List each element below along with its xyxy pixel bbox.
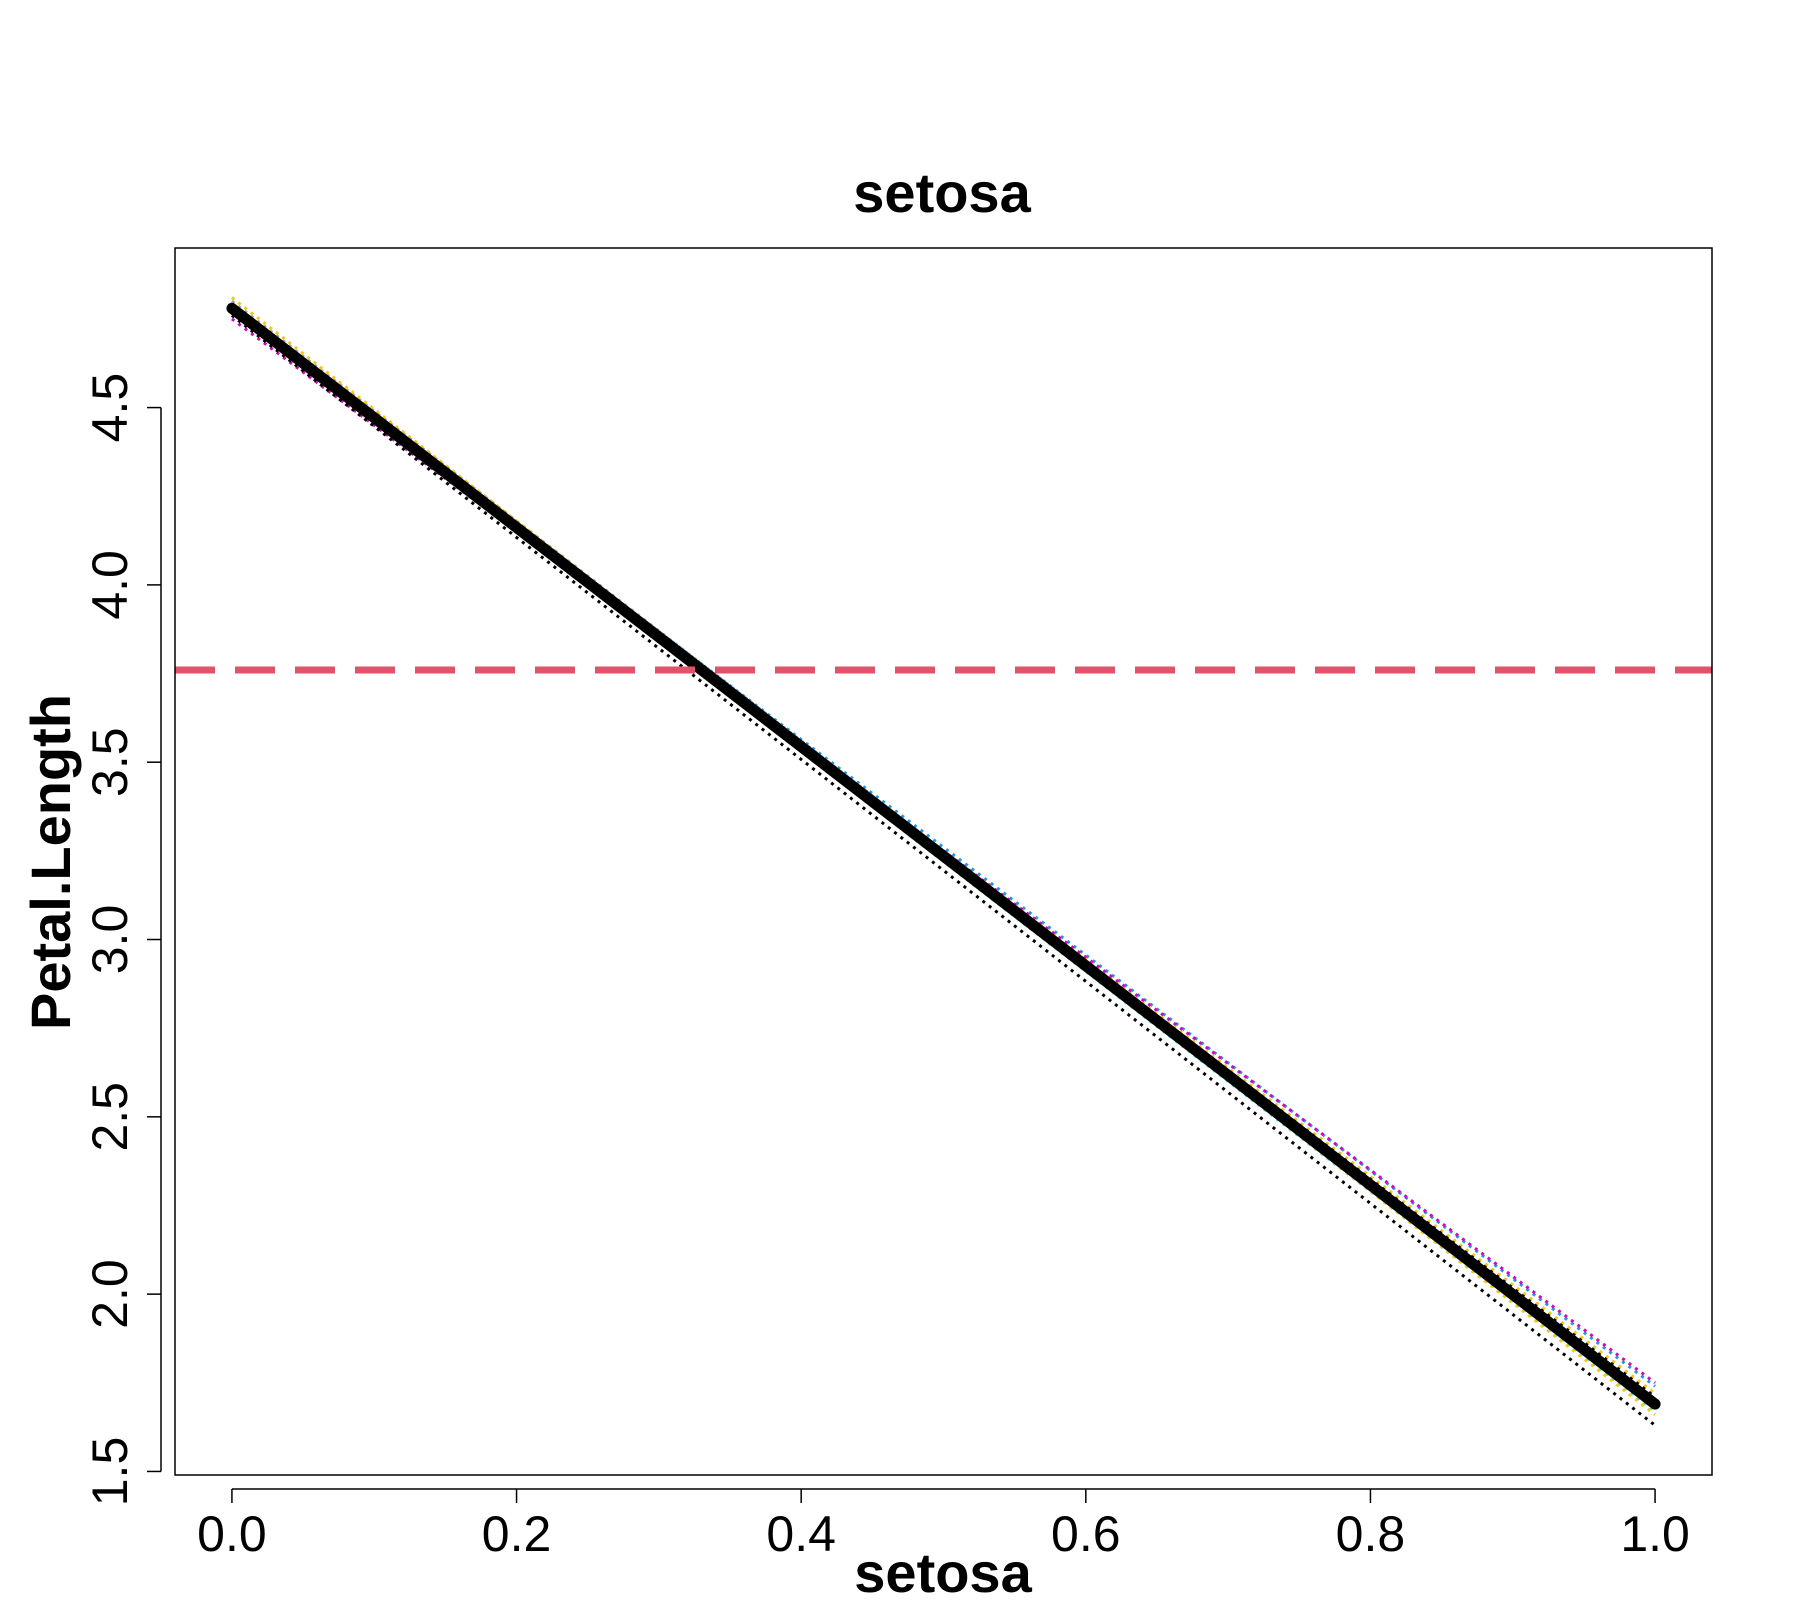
y-tick-label: 3.0	[82, 905, 138, 975]
x-tick-label: 0.6	[1051, 1506, 1121, 1562]
y-tick-label: 4.5	[82, 373, 138, 443]
x-tick-label: 0.8	[1336, 1506, 1406, 1562]
y-tick-label: 4.0	[82, 550, 138, 620]
y-tick-label: 2.0	[82, 1259, 138, 1329]
plot-frame	[174, 247, 1713, 1476]
x-tick-label: 0.0	[197, 1506, 267, 1562]
chart-title: setosa	[853, 161, 1031, 224]
x-tick-label: 0.4	[766, 1506, 836, 1562]
series-line-7	[230, 314, 1657, 1427]
x-axis: 0.0 0.2 0.4 0.6 0.8 1.0	[197, 1488, 1690, 1562]
x-tick-label: 1.0	[1620, 1506, 1690, 1562]
y-axis: 1.5 2.0 2.5 3.0 3.5 4.0 4.5	[82, 373, 162, 1507]
y-axis-label: Petal.Length	[19, 694, 82, 1030]
series-line-main	[226, 302, 1661, 1410]
x-tick-label: 0.2	[482, 1506, 552, 1562]
y-tick-label: 1.5	[82, 1437, 138, 1507]
y-tick-label: 3.5	[82, 727, 138, 797]
plot-lines	[226, 296, 1661, 1427]
x-axis-label: setosa	[854, 1541, 1032, 1600]
y-tick-label: 2.5	[82, 1082, 138, 1152]
